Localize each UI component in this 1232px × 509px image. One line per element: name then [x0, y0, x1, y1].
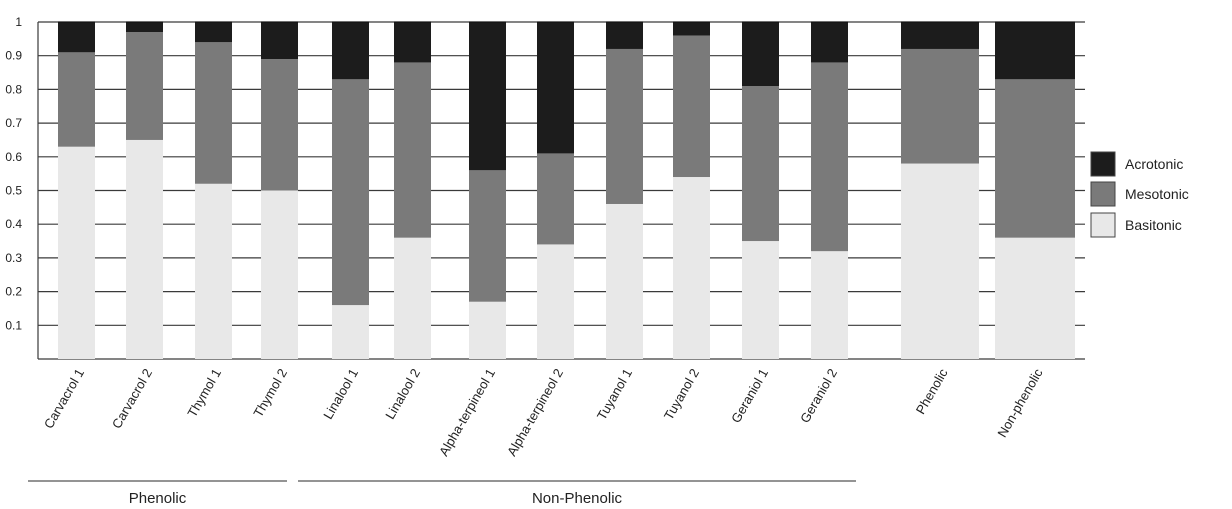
bar-segment-basitonic [901, 163, 979, 359]
y-axis: 1 0.9 0.8 0.7 0.6 0.5 0.4 0.3 0.2 0.1 [5, 15, 39, 359]
bar-segment-acrotonic [195, 22, 232, 43]
group-label: Non-Phenolic [532, 490, 623, 507]
x-tick-label: Tuyanol 2 [661, 366, 702, 423]
bar-segment-acrotonic [332, 22, 369, 80]
bar-segment-mesotonic [811, 62, 848, 252]
bar-segment-basitonic [606, 203, 643, 359]
y-tick-label: 0.5 [5, 184, 22, 198]
bar-segment-basitonic [261, 190, 298, 359]
y-tick-label: 1 [15, 15, 22, 29]
bar-segment-acrotonic [58, 22, 95, 53]
y-tick-label: 0.3 [5, 251, 22, 265]
bar-segment-basitonic [811, 251, 848, 359]
y-tick-label: 0.9 [5, 49, 22, 63]
bar-segment-basitonic [995, 237, 1075, 359]
bar-segment-basitonic [126, 139, 163, 359]
group-label: Phenolic [129, 490, 187, 507]
bar-segment-basitonic [394, 237, 431, 359]
bar-segment-basitonic [537, 244, 574, 359]
bar-segment-mesotonic [901, 48, 979, 164]
x-tick-label: Carvacrol 1 [41, 366, 87, 431]
bar-segment-mesotonic [195, 42, 232, 184]
bar-segment-mesotonic [332, 79, 369, 306]
bar-segment-acrotonic [394, 22, 431, 63]
bar-segment-acrotonic [261, 22, 298, 60]
bar-segment-basitonic [673, 177, 710, 359]
bar-segment-mesotonic [995, 79, 1075, 238]
legend-swatch [1090, 212, 1116, 238]
x-tick-label: Linalool 2 [382, 366, 423, 422]
y-tick-label: 0.1 [5, 318, 22, 332]
bar-segment-basitonic [332, 305, 369, 359]
bar-segment-mesotonic [58, 52, 95, 147]
bar-segment-mesotonic [606, 48, 643, 204]
bar-segment-mesotonic [469, 170, 506, 302]
x-tick-label: Geraniol 1 [728, 366, 771, 425]
bars [58, 21, 1075, 359]
legend-label: Basitonic [1125, 217, 1182, 233]
bar-segment-mesotonic [126, 32, 163, 140]
y-tick-label: 0.7 [5, 116, 22, 130]
bar-segment-acrotonic [606, 22, 643, 49]
x-tick-label: Phenolic [913, 366, 951, 417]
x-tick-label: Tuyanol 1 [594, 366, 635, 423]
x-tick-label: Geraniol 2 [797, 366, 840, 425]
legend-swatch [1090, 151, 1116, 177]
bar-segment-mesotonic [742, 86, 779, 242]
bar-segment-acrotonic [469, 22, 506, 171]
y-tick-label: 0.6 [5, 150, 22, 164]
bar-segment-acrotonic [742, 22, 779, 87]
bar-segment-basitonic [58, 146, 95, 359]
bar-segment-mesotonic [261, 59, 298, 191]
bar-segment-acrotonic [901, 22, 979, 49]
legend-label: Mesotonic [1125, 186, 1189, 202]
x-tick-label: Alpha-terpineol 2 [504, 366, 566, 459]
x-tick-label: Non-phenolic [994, 366, 1046, 440]
bar-segment-acrotonic [126, 22, 163, 33]
y-tick-label: 0.4 [5, 217, 22, 231]
bar-segment-mesotonic [537, 153, 574, 245]
x-tick-label: Carvacrol 2 [109, 366, 155, 431]
bar-segment-basitonic [195, 183, 232, 359]
bar-segment-basitonic [742, 241, 779, 359]
x-tick-label: Alpha-terpineol 1 [436, 366, 498, 459]
group-brackets: Phenolic Non-Phenolic [28, 480, 856, 507]
bar-segment-acrotonic [673, 22, 710, 36]
x-tick-label: Thymol 1 [184, 366, 224, 420]
legend: Acrotonic Mesotonic Basitonic [1090, 151, 1189, 238]
bar-segment-acrotonic [537, 22, 574, 154]
x-axis-labels: Carvacrol 1 Carvacrol 2 Thymol 1 Thymol 2 Li… [41, 366, 1046, 459]
legend-swatch [1090, 181, 1116, 207]
y-tick-label: 0.8 [5, 82, 22, 96]
x-tick-label: Linalool 1 [320, 366, 361, 422]
bar-segment-mesotonic [394, 62, 431, 238]
bar-segment-basitonic [469, 301, 506, 359]
bar-segment-acrotonic [995, 22, 1075, 80]
legend-label: Acrotonic [1125, 156, 1183, 172]
bar-segment-acrotonic [811, 22, 848, 63]
bar-segment-mesotonic [673, 35, 710, 178]
x-tick-label: Thymol 2 [250, 366, 290, 420]
y-tick-label: 0.2 [5, 285, 22, 299]
